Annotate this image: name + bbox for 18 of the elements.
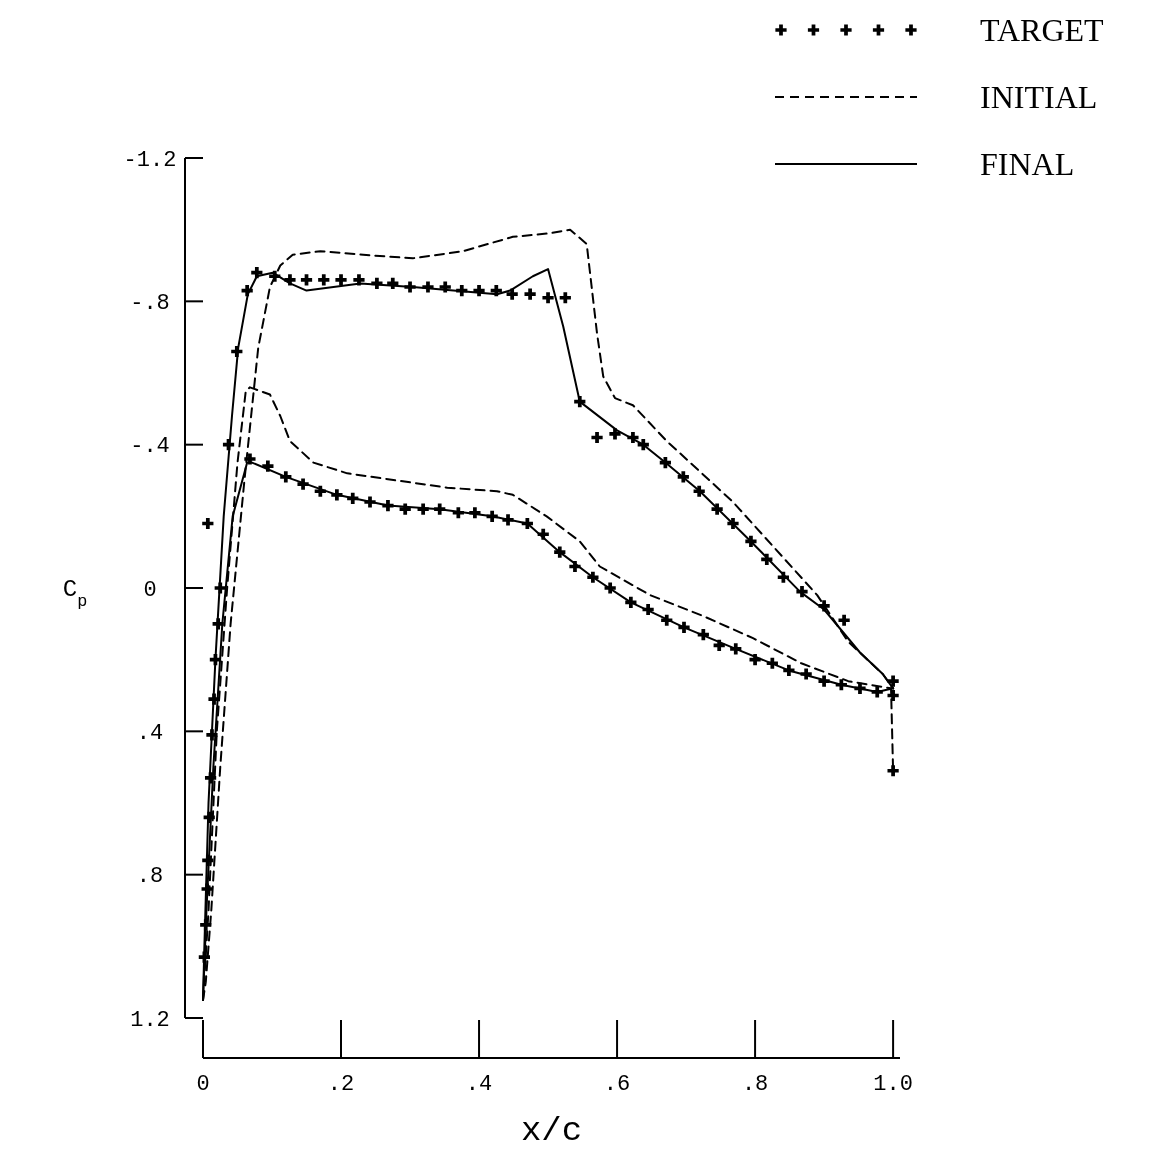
y-tick-label: 0 — [143, 577, 157, 603]
x-tick-label: .8 — [741, 1072, 769, 1097]
y-tick-label: -.4 — [130, 434, 170, 460]
y-tick-label: 1.2 — [130, 1007, 170, 1033]
x-tick-label: 0 — [196, 1072, 210, 1097]
legend-label: INITIAL — [980, 79, 1098, 116]
y-axis-title: C$_{p}$ — [62, 576, 88, 611]
x-tick-label: .6 — [603, 1072, 631, 1097]
x-axis-title: x/c — [520, 1112, 583, 1150]
y-tick-label: .4 — [136, 721, 164, 747]
y-tick-label: -.8 — [130, 291, 170, 317]
y-tick-label: .8 — [136, 864, 164, 890]
x-tick-label: 1.0 — [873, 1072, 913, 1097]
legend-label: FINAL — [980, 146, 1075, 183]
x-tick-label: .4 — [465, 1072, 493, 1097]
y-tick-label: -1.2 — [123, 147, 177, 173]
x-tick-label: .2 — [327, 1072, 355, 1097]
legend-label: TARGET — [980, 12, 1105, 49]
